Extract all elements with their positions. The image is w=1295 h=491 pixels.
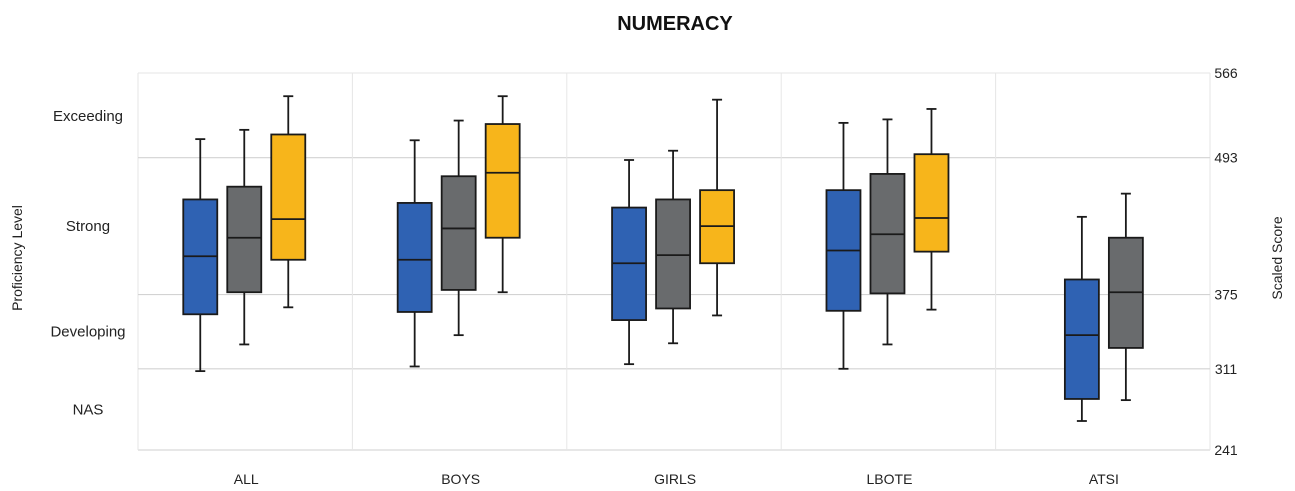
category-label: ATSI [1089,471,1119,487]
category-label: BOYS [441,471,480,487]
box-group [1107,192,1144,402]
box-group [1063,215,1100,422]
box-group [699,98,735,317]
box-group [484,95,521,294]
category-label: GIRLS [654,471,696,487]
category-labels: ALL BOYS GIRLS LBOTE ATSI [234,471,1119,487]
box-body [1063,278,1100,400]
box-group [913,108,950,311]
boxplot-series [182,95,1144,422]
proficiency-level-label: NAS [73,401,104,418]
box-group [869,118,906,346]
scaled-score-ticks: 566 493 375 311 241 [1214,65,1238,458]
box-group [440,119,477,337]
y-axis-label-right: Scaled Score [1269,216,1285,299]
scaled-score-tick-label: 241 [1214,442,1238,458]
proficiency-level-label: Strong [66,218,110,235]
category-label: ALL [234,471,259,487]
box-body [440,175,477,291]
box-body [270,133,307,261]
category-label: LBOTE [867,471,913,487]
proficiency-level-label: Exceeding [53,108,123,125]
box-group [655,149,691,345]
box-body [913,153,950,253]
box-group [611,159,647,366]
scaled-score-tick-label: 311 [1215,361,1238,377]
scaled-score-tick-label: 493 [1214,150,1238,166]
box-group [226,128,263,346]
box-group [270,95,307,309]
proficiency-level-labels: Exceeding Strong Developing NAS [50,108,125,418]
box-body [655,198,691,310]
chart-title: NUMERACY [617,13,733,35]
box-body [226,185,263,294]
box-group [182,138,219,373]
box-group [396,139,433,368]
box-body [484,123,521,239]
box-body [396,202,433,313]
y-axis-label-left: Proficiency Level [9,205,25,311]
proficiency-level-label: Developing [50,324,125,341]
box-group [825,121,862,370]
scaled-score-tick-label: 566 [1214,65,1238,81]
scaled-score-tick-label: 375 [1214,287,1238,303]
